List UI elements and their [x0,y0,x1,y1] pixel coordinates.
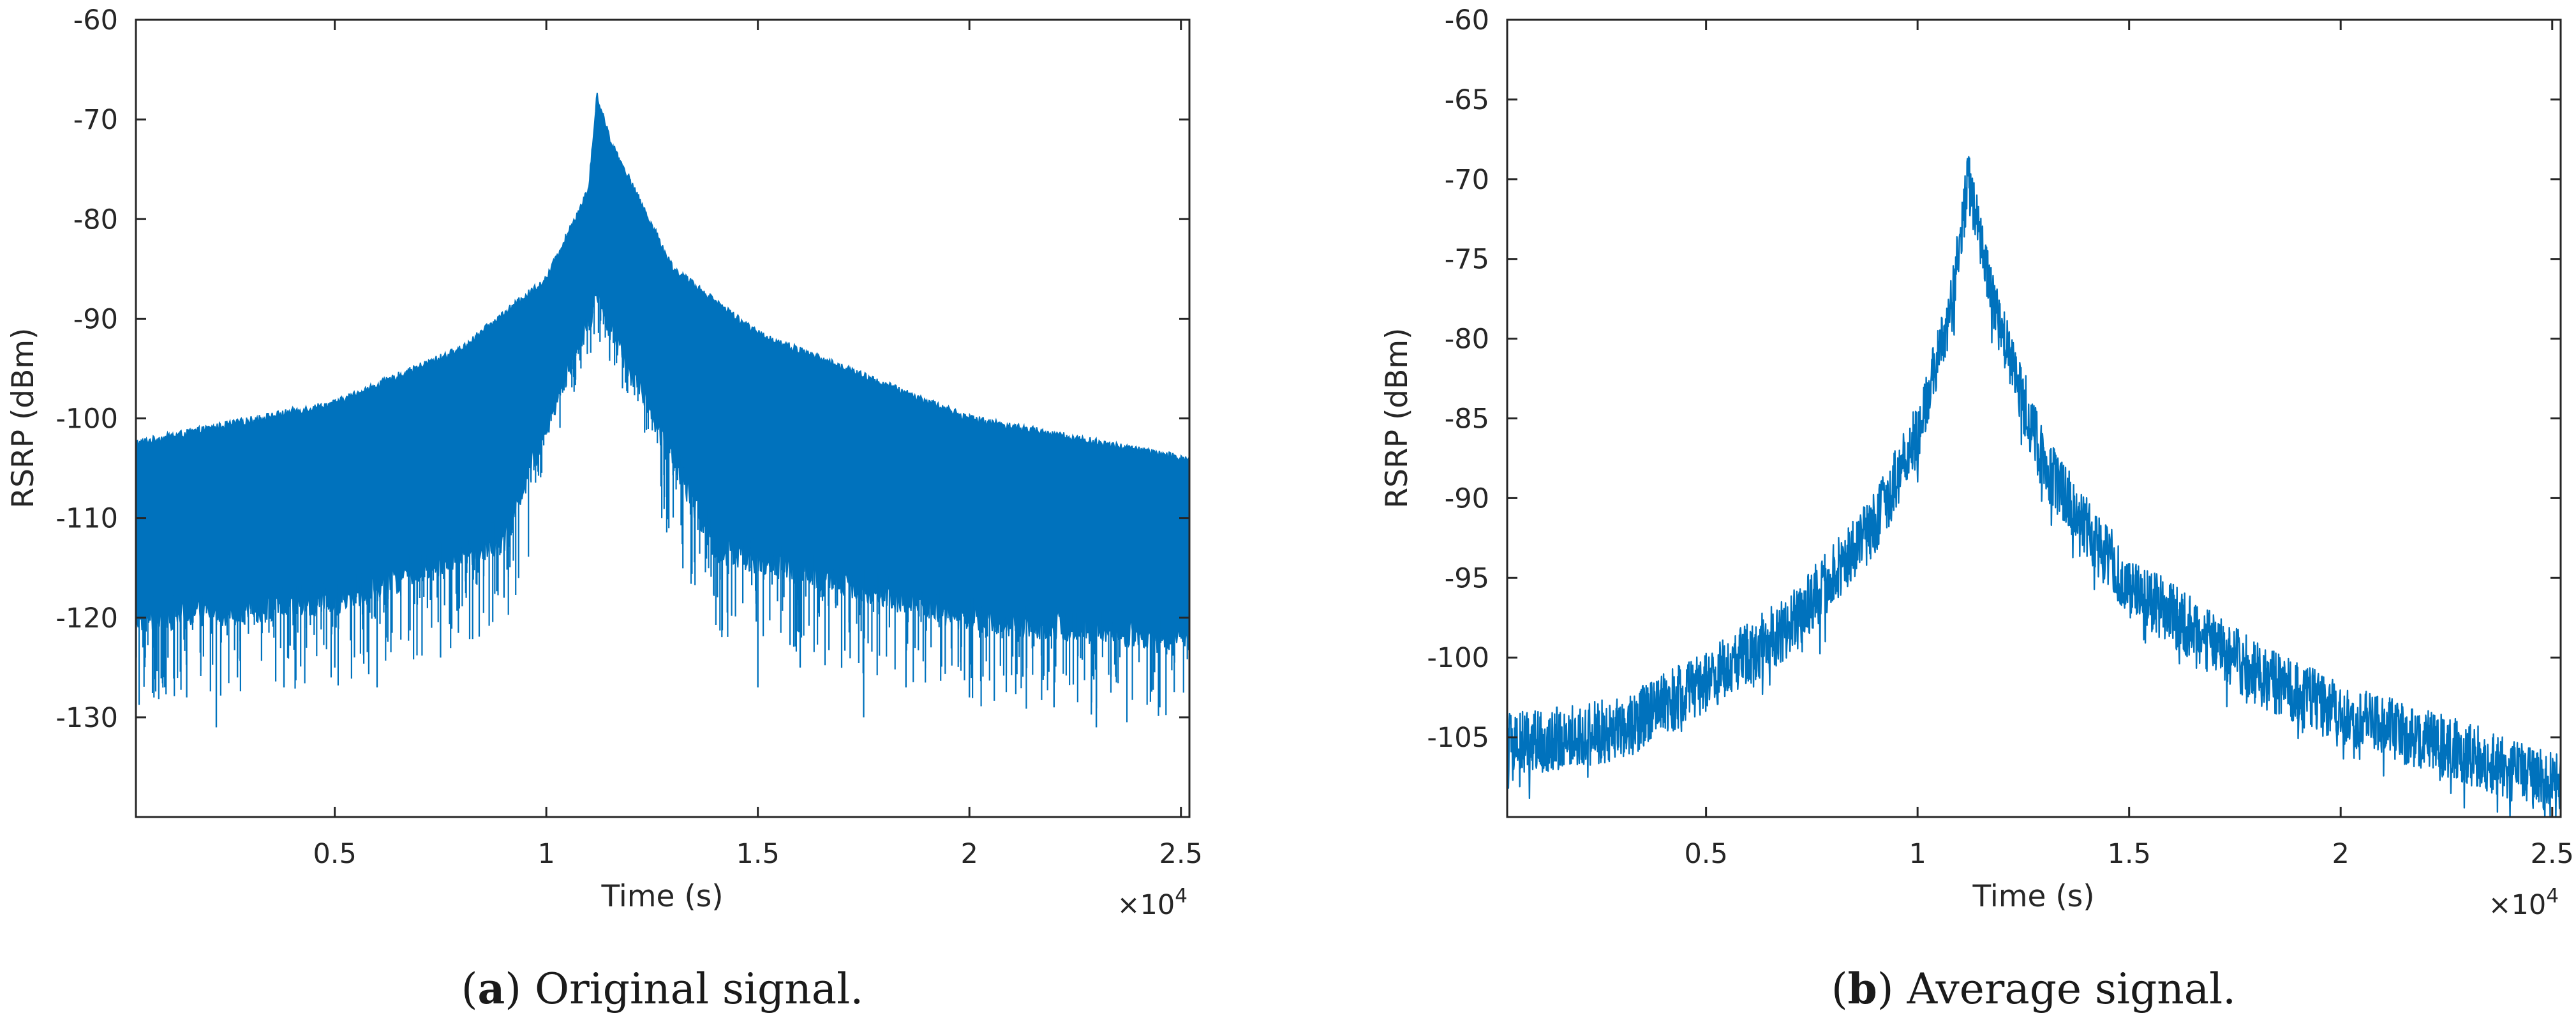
y-tick-label: -100 [1427,642,1489,674]
x-axis-multiplier: ×104 [2489,885,2559,921]
x-tick-label: 1 [1909,838,1926,870]
chart-panel-original-signal: -60 -70 -80 -90 -100 -110 -120 -130 0.5 1 1.5 2 2.5… [6,4,1203,1014]
y-tick-label: -85 [1445,403,1489,435]
y-tick-label: -95 [1445,562,1489,594]
x-tick-label: 0.5 [313,838,356,870]
y-tick-label: -65 [1445,84,1489,116]
y-axis-label: RSRP (dBm) [6,328,41,509]
y-axis-ticks: -60 -70 -80 -90 -100 -110 -120 -130 [56,4,1189,734]
x-tick-label: 2 [2332,838,2349,870]
y-axis-ticks: -60 -65 -70 -75 -80 -85 -90 -95 -100 -105 [1427,4,2561,754]
y-tick-label: -120 [56,603,118,634]
figure-caption-b: (b) Average signal. [1831,964,2236,1014]
x-tick-label: 1.5 [2107,838,2150,870]
y-tick-label: -70 [73,104,118,136]
x-tick-label: 2.5 [1159,838,1203,870]
average-signal-series-group [1506,156,2562,818]
y-tick-label: -130 [56,702,118,734]
y-tick-label: -90 [73,303,118,335]
x-axis-multiplier: ×104 [1117,885,1187,921]
chart-panel-average-signal: -60 -65 -70 -75 -80 -85 -90 -95 -100 -105 0.5 1 1.5… [1380,4,2574,1014]
x-axis-label: Time (s) [1972,879,2094,914]
y-tick-label: -110 [56,503,118,535]
y-tick-label: -60 [73,4,118,36]
y-tick-label: -70 [1445,164,1489,196]
signal-trace [1506,156,2562,818]
x-axis-ticks: 0.5 1 1.5 2 2.5 [313,20,1203,870]
y-tick-label: -105 [1427,722,1489,754]
x-tick-label: 0.5 [1684,838,1727,870]
x-tick-label: 1 [537,838,555,870]
x-axis-label: Time (s) [600,879,723,914]
y-tick-label: -80 [1445,324,1489,356]
y-axis-label: RSRP (dBm) [1380,328,1415,509]
x-tick-label: 1.5 [736,838,779,870]
x-tick-label: 2 [961,838,978,870]
y-tick-label: -75 [1445,244,1489,276]
y-tick-label: -90 [1445,483,1489,514]
x-tick-label: 2.5 [2531,838,2574,870]
y-tick-label: -100 [56,403,118,435]
y-tick-label: -80 [73,204,118,236]
original-signal-series-group [135,93,1190,728]
signal-band [135,93,1190,651]
figure-caption-a: (a) Original signal. [461,964,863,1014]
y-tick-label: -60 [1445,4,1489,36]
x-axis-ticks: 0.5 1 1.5 2 2.5 [1684,20,2574,870]
